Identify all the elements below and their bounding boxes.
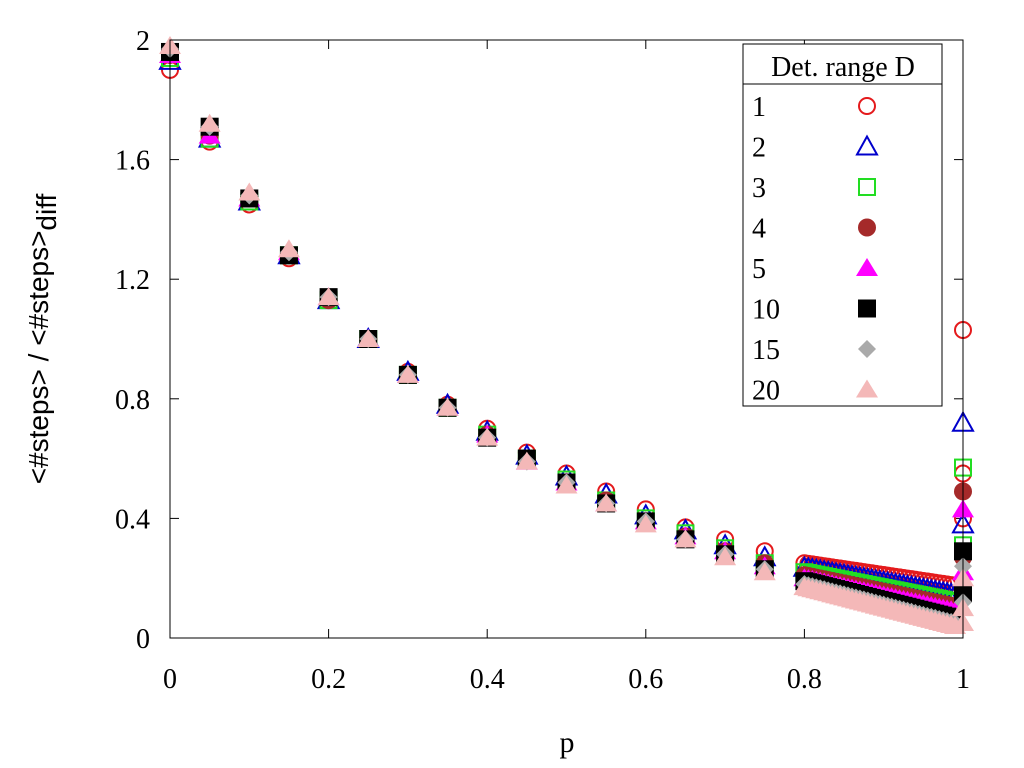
legend-label: 2 [752,133,766,164]
data-point [396,364,419,383]
x-tick-label: 1 [956,664,970,695]
legend-entry-5: 5 [752,254,878,285]
legend-marker [856,258,878,276]
data-point [634,514,657,533]
y-tick-label: 2 [136,26,150,57]
x-tick-label: 0.2 [311,664,346,695]
legend-entry-2: 2 [752,133,879,164]
plot-axes: 0 0.2 0.4 0.6 0.8 100.40.81.21.62 [115,26,970,695]
legend-entry-4: 4 [752,214,876,245]
legend-label: 10 [752,295,780,326]
legend-entry-15: 15 [752,335,876,366]
data-point [555,475,578,494]
x-tick-label: 0.6 [628,664,663,695]
legend-title: Det. range D [771,52,915,83]
x-tick-label: 0 [163,664,177,695]
legend-label: 4 [752,214,766,245]
data-point [595,493,618,512]
y-tick-label: 1.6 [115,146,150,177]
legend-label: 1 [752,92,766,123]
x-axis-label: p [560,726,575,759]
data-point [238,182,261,201]
data-point [317,287,340,306]
data-point [198,113,221,132]
y-axis-label-main: <#steps> / <#steps> [23,231,54,485]
legend-label: 3 [752,173,766,204]
y-tick-label: 1.2 [115,265,150,296]
y-axis-label: <#steps> / <#steps>diff [23,193,62,484]
legend-entries: 1 2 3 4 5 10 15 20 [752,92,879,407]
legend: Det. range D 1 2 3 4 5 10 15 20 [742,43,943,407]
legend-marker [858,299,876,318]
data-point [476,427,499,446]
data-point [357,329,380,347]
legend-marker [858,97,876,115]
data-points [158,35,975,635]
y-tick-label: 0.8 [115,385,150,416]
legend-entry-10: 10 [752,295,876,326]
legend-entry-1: 1 [752,92,876,123]
data-point [515,451,538,470]
legend-box [742,43,943,407]
data-point [753,562,776,581]
data-point [277,239,300,258]
legend-label: 15 [752,335,780,366]
legend-label: 20 [752,376,780,407]
y-tick-label: 0.4 [115,504,150,535]
legend-entry-20: 20 [752,376,878,407]
legend-label: 5 [752,254,766,285]
plot-frame [169,39,964,639]
y-axis-label-subscript: diff [31,193,62,230]
data-point [674,529,697,548]
legend-marker [858,218,876,237]
legend-entry-3: 3 [752,173,876,204]
series-20 [159,35,974,635]
legend-marker [855,134,879,156]
legend-marker [858,340,876,358]
y-tick-label: 0 [136,624,150,655]
x-tick-label: 0.4 [470,664,505,695]
legend-marker [858,178,876,196]
legend-marker [856,379,878,398]
x-tick-label: 0.8 [787,664,822,695]
data-point [714,547,737,566]
data-point [436,397,459,416]
